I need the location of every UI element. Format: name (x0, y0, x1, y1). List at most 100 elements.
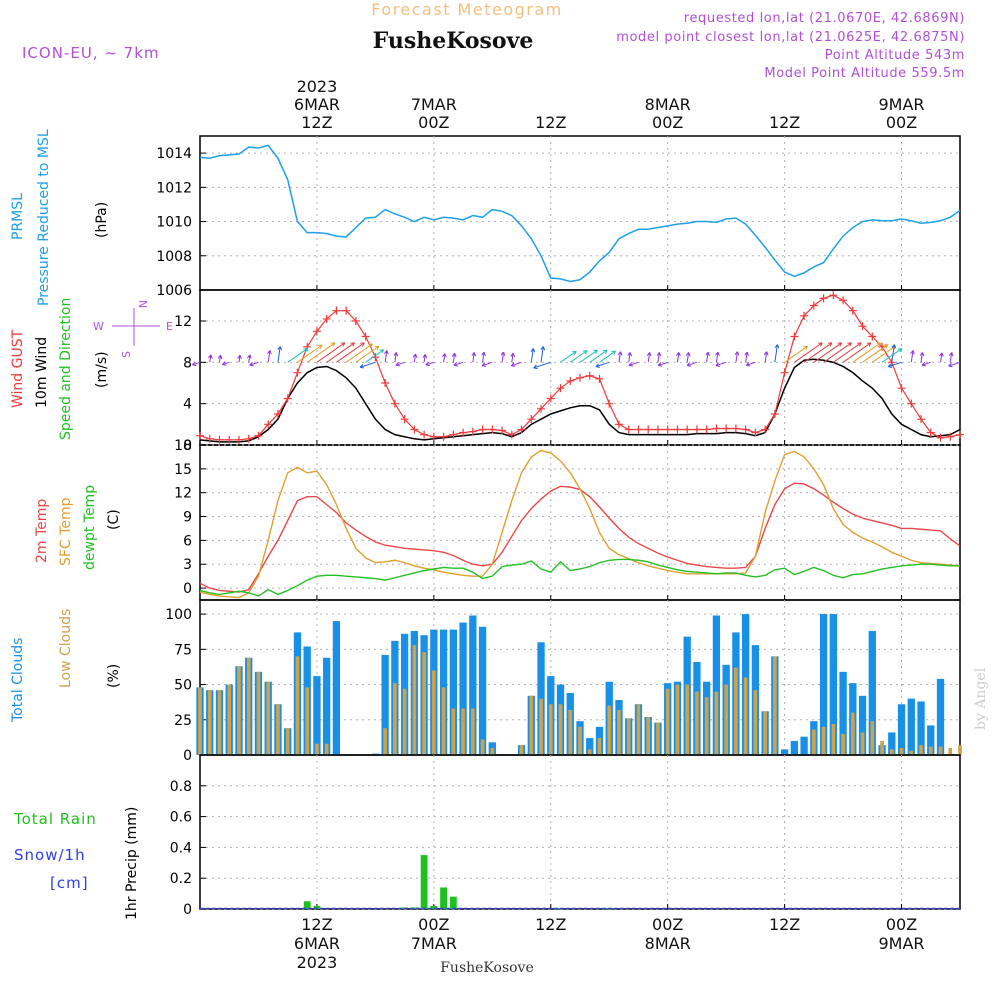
low-cloud-bar (607, 705, 612, 755)
y-tick-label: 6 (183, 533, 192, 549)
gust-marker (420, 430, 429, 439)
wind-arrowhead (395, 361, 400, 367)
y-tick-label: 75 (174, 642, 192, 658)
gust-marker (390, 399, 399, 408)
low-cloud-bar (938, 746, 943, 755)
low-cloud-bar (217, 690, 222, 755)
total-cloud-bar (478, 626, 487, 755)
wind-arrow (222, 361, 230, 366)
wind-arrowhead (237, 354, 242, 360)
wind-arrowhead (803, 345, 809, 351)
time-label-top: 00Z (886, 113, 917, 132)
rain-bar (420, 855, 428, 909)
low-cloud-bar (276, 704, 280, 755)
wind-arrow (881, 348, 902, 363)
gust-marker (351, 317, 360, 325)
snow-label: Snow/1h (14, 846, 86, 864)
low-cloud-bar (315, 743, 319, 755)
gust-marker (205, 434, 214, 443)
wind-arrow (595, 361, 610, 368)
y-tick-label: 12 (174, 314, 192, 330)
gust-marker (722, 424, 731, 433)
wind-arrowhead (510, 362, 516, 367)
credit: by Angel (973, 667, 989, 730)
wind-arrow (453, 361, 464, 366)
prmsl-label: PRMSL (10, 193, 26, 240)
wind-arrowhead (267, 350, 272, 355)
total-cloud-bar (888, 732, 896, 755)
wind-arrow (192, 361, 201, 366)
gust-marker (917, 415, 926, 424)
wind-arrow (862, 344, 889, 363)
wind-arrow (823, 342, 852, 363)
wind-arrow (326, 342, 355, 363)
wind-arrowhead (676, 352, 681, 357)
gust-marker (498, 426, 507, 435)
time-label-bottom: 2023 (297, 953, 338, 972)
wind-arrowhead (939, 352, 944, 357)
wind-arrow (395, 361, 405, 366)
time-label-bottom: 7MAR (411, 934, 457, 953)
gust-marker (809, 301, 818, 310)
gust-marker (273, 410, 282, 418)
wind-arrow (345, 343, 373, 363)
total-cloud-bar (917, 701, 925, 755)
y-tick-label: 18 (174, 438, 192, 454)
time-label-top: 6MAR (294, 95, 340, 114)
time-label-bottom: 12Z (301, 915, 332, 934)
gust-marker (361, 332, 370, 341)
wind-arrow (647, 352, 651, 363)
gust-marker (780, 368, 789, 377)
gust-marker (712, 424, 721, 433)
gust-marker (624, 425, 633, 434)
wind-arrowhead (686, 362, 692, 367)
wind-arrow (764, 351, 768, 363)
panel-clouds: 0 25 50 75 100 (165, 599, 962, 764)
wind-arrowhead (603, 349, 608, 354)
wind-arrowhead (617, 351, 623, 356)
wind-arrowhead (412, 353, 418, 358)
low-cloud-bar (928, 746, 933, 755)
gust-marker (673, 425, 682, 434)
y-tick-label: 4 (183, 397, 192, 413)
wind-arrowhead (685, 352, 691, 357)
wind-arrow (813, 342, 842, 363)
low-cloud-bar (578, 726, 582, 755)
wind-arrow (676, 352, 680, 363)
total-cloud-bar (459, 622, 467, 755)
time-label-top: 00Z (652, 113, 683, 132)
gust-marker (215, 435, 224, 444)
gust-marker (858, 322, 867, 331)
gust-marker (332, 306, 341, 315)
gust-marker (790, 332, 799, 341)
total-cloud-bar (829, 614, 837, 755)
gust-marker (449, 430, 458, 439)
wind-arrow (297, 344, 323, 363)
low-cloud-bar (519, 745, 524, 755)
low-cloud-bar (734, 667, 738, 755)
wind-arrowhead (425, 361, 430, 367)
gust-marker (400, 415, 409, 424)
total-cloud-bar (819, 614, 828, 755)
wind-arrowhead (360, 342, 365, 347)
gust-marker (946, 432, 955, 441)
wind-arrowhead (359, 364, 365, 369)
wind-arrow (501, 351, 505, 363)
low-cloud-bar (597, 738, 602, 755)
time-label-bottom: 00Z (418, 915, 449, 934)
panel-wind: 0 4 8 12 (174, 289, 964, 454)
gust-marker (439, 432, 448, 441)
wind-arrow (482, 351, 485, 363)
gust-marker (410, 425, 419, 434)
gust-marker (644, 425, 653, 434)
pressure-unit: (hPa) (94, 202, 110, 238)
wind-arrowhead (247, 354, 252, 359)
low-cloud-bar (295, 656, 300, 755)
gust-marker (634, 425, 643, 434)
panel-frame (199, 754, 961, 910)
wind-arrowhead (330, 342, 336, 347)
wind-arrowhead (827, 342, 833, 347)
low-cloud-bar (753, 690, 758, 755)
wind-arrowhead (657, 362, 663, 367)
